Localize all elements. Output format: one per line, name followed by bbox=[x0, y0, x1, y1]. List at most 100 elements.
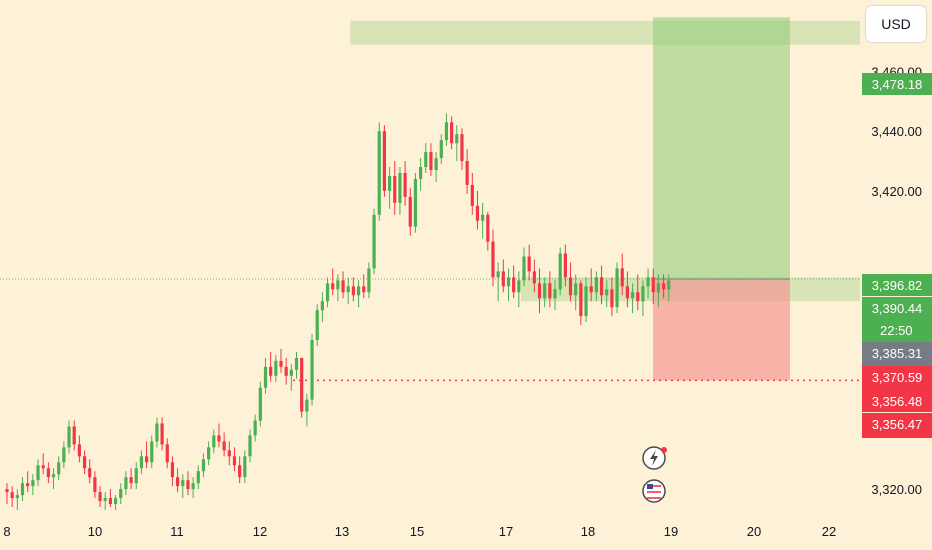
candle-body bbox=[382, 131, 387, 191]
x-tick-label: 17 bbox=[499, 524, 513, 539]
candle-body bbox=[217, 435, 221, 442]
candle-body bbox=[553, 289, 557, 299]
candle-body bbox=[269, 366, 273, 376]
flag-canton bbox=[647, 484, 653, 489]
candle-body bbox=[134, 468, 138, 484]
candle-body bbox=[475, 205, 480, 221]
price-tag bbox=[862, 73, 932, 95]
price-tag bbox=[862, 390, 932, 412]
candle-body bbox=[434, 158, 438, 170]
candle-body bbox=[26, 483, 30, 487]
candle-body bbox=[253, 420, 257, 436]
candle-body bbox=[113, 498, 118, 505]
candle-body bbox=[605, 289, 609, 296]
candle-body bbox=[501, 271, 505, 287]
candle-body bbox=[207, 447, 211, 460]
price-tag-label: 3,478.18 bbox=[872, 77, 923, 92]
candle-body bbox=[305, 399, 309, 412]
candle-body bbox=[615, 268, 619, 308]
price-tag-label: 3,356.47 bbox=[872, 417, 923, 432]
candle-body bbox=[320, 301, 324, 311]
candle-body bbox=[82, 456, 87, 469]
candle-body bbox=[398, 172, 402, 203]
price-tag-label: 3,396.82 bbox=[872, 278, 923, 293]
candle-body bbox=[124, 477, 128, 490]
candle-body bbox=[5, 489, 9, 493]
candle-body bbox=[57, 462, 61, 475]
candle-body bbox=[336, 280, 340, 290]
candle-body bbox=[656, 283, 661, 293]
candle-body bbox=[496, 271, 500, 278]
candle-body bbox=[574, 283, 578, 296]
candle-body bbox=[232, 456, 237, 466]
candle-body bbox=[625, 286, 629, 299]
candle-body bbox=[15, 495, 19, 499]
candle-body bbox=[661, 283, 666, 290]
price-tag-label: 3,385.31 bbox=[872, 346, 923, 361]
candle-body bbox=[537, 283, 542, 299]
x-tick-label: 10 bbox=[88, 524, 102, 539]
candle-body bbox=[227, 450, 231, 457]
candle-body bbox=[408, 196, 412, 227]
candle-body bbox=[439, 140, 443, 159]
candle-body bbox=[325, 283, 330, 302]
candle-body bbox=[196, 471, 200, 484]
candle-body bbox=[450, 122, 454, 144]
candle-body bbox=[506, 277, 511, 287]
candle-body bbox=[455, 134, 459, 144]
candle-body bbox=[248, 435, 252, 457]
candle-body bbox=[51, 474, 56, 478]
candle-body bbox=[641, 286, 645, 302]
candle-body bbox=[310, 340, 314, 400]
x-tick-label: 20 bbox=[747, 524, 761, 539]
candle-body bbox=[517, 280, 521, 293]
candle-body bbox=[46, 468, 50, 478]
x-tick-label: 13 bbox=[335, 524, 349, 539]
candle-body bbox=[491, 241, 495, 278]
candle-body bbox=[584, 286, 588, 317]
candle-body bbox=[222, 441, 226, 451]
price-tag-label: 3,356.48 bbox=[872, 394, 923, 409]
currency-button[interactable]: USD bbox=[866, 6, 926, 42]
candle-body bbox=[527, 256, 531, 272]
x-tick-label: 12 bbox=[253, 524, 267, 539]
candle-body bbox=[532, 271, 536, 284]
candle-body bbox=[630, 292, 635, 299]
candle-body bbox=[155, 423, 159, 442]
candle-body bbox=[558, 253, 562, 290]
candle-body bbox=[72, 426, 76, 445]
candle-body bbox=[62, 447, 66, 463]
price-tag bbox=[862, 366, 932, 390]
candle-body bbox=[93, 477, 97, 493]
candle-body bbox=[424, 152, 428, 168]
candle-body bbox=[139, 456, 144, 469]
candle-body bbox=[444, 122, 449, 141]
x-axis-band bbox=[0, 512, 860, 550]
candle-body bbox=[465, 161, 469, 185]
candle-body bbox=[176, 477, 180, 487]
candle-body bbox=[331, 283, 335, 290]
candle-body bbox=[377, 131, 381, 215]
y-tick-label: 3,420.00 bbox=[871, 184, 922, 199]
candle-body bbox=[589, 286, 593, 293]
candle-body bbox=[636, 292, 640, 302]
candle-body bbox=[356, 286, 361, 296]
candle-body bbox=[372, 214, 376, 269]
candle-body bbox=[201, 459, 206, 472]
candle-body bbox=[300, 357, 304, 412]
candle-body bbox=[367, 268, 371, 293]
candle-body bbox=[88, 468, 92, 478]
price-tag-label: 3,370.59 bbox=[872, 370, 923, 385]
candle-body bbox=[274, 360, 278, 376]
candle-body bbox=[144, 456, 149, 463]
candle-body bbox=[470, 184, 474, 206]
candle-body bbox=[419, 167, 423, 179]
x-tick-label: 8 bbox=[3, 524, 10, 539]
candle-body bbox=[20, 483, 25, 496]
candle-body bbox=[568, 277, 573, 296]
candle-body bbox=[579, 283, 583, 317]
candle-body bbox=[212, 435, 216, 448]
candle-body bbox=[243, 456, 247, 478]
